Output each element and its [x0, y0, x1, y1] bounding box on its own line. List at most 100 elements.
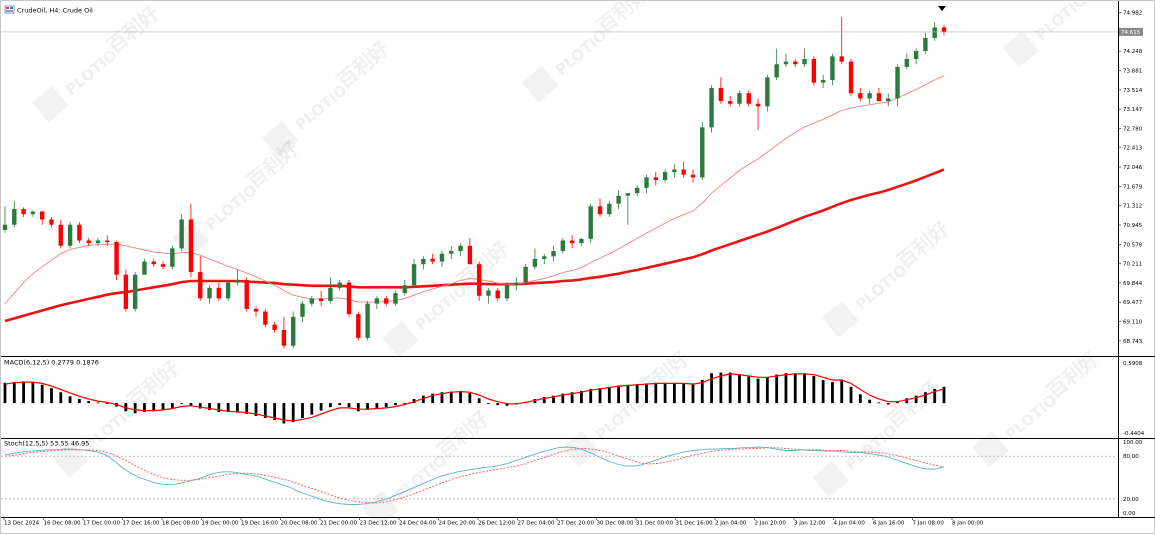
macd-bar — [626, 384, 630, 404]
macd-bar — [180, 403, 184, 404]
candle — [718, 77, 724, 104]
stochastic-pane[interactable]: Stoch(12,5,5) 53.55 46.95 — [1, 439, 1118, 517]
macd-bar — [570, 392, 574, 404]
time-tick-label: 23 Dec 12:00 — [360, 521, 397, 527]
candle-body — [374, 298, 380, 304]
candle — [207, 285, 212, 304]
time-tick-label: 2 Jan 20:00 — [755, 521, 787, 527]
svg-text:PLOTIO: PLOTIO — [552, 26, 611, 79]
candle-body — [476, 264, 482, 296]
macd-bar — [663, 382, 667, 404]
svg-text:百利好: 百利好 — [892, 216, 953, 273]
stochastic-label: Stoch(12,5,5) 53.55 46.95 — [4, 440, 89, 448]
candle — [402, 279, 407, 296]
candle — [681, 161, 686, 178]
candle — [895, 64, 900, 107]
candle — [346, 279, 352, 317]
candle — [95, 237, 101, 246]
candle — [77, 222, 82, 244]
candle-body — [21, 208, 26, 215]
macd-bar — [914, 395, 918, 404]
candle — [281, 316, 287, 349]
macd-bar — [905, 398, 909, 404]
candle-body — [467, 245, 473, 265]
macd-bar — [738, 374, 741, 404]
candle — [551, 245, 556, 262]
candle-body — [160, 264, 166, 267]
macd-bar — [226, 403, 230, 412]
price-tick-label: 68.743 — [1123, 339, 1143, 345]
candle — [746, 90, 751, 107]
macd-bar — [77, 399, 81, 404]
macd-bar — [747, 376, 751, 404]
candle — [793, 58, 798, 67]
macd-bar — [858, 394, 862, 404]
candle — [235, 269, 240, 286]
candle — [858, 87, 863, 102]
candle — [774, 48, 779, 81]
macd-bar — [617, 385, 621, 404]
candle-body — [504, 285, 510, 299]
stochastic-signal-line — [4, 447, 945, 504]
candle — [653, 172, 658, 186]
scroll-end-marker[interactable] — [938, 6, 946, 11]
title-bar: CrudeOil, H4: Crude Oil — [4, 5, 93, 15]
macd-bar — [775, 374, 779, 404]
candle-body — [542, 256, 547, 259]
time-axis[interactable]: 13 Dec 2024 16 Dec 08:00 17 Dec 00:00 17 De… — [3, 517, 984, 527]
candle-body — [244, 279, 249, 309]
candle-body — [272, 324, 277, 330]
candle-body — [560, 240, 566, 252]
price-axis[interactable]: 74.982 74.615 74.248 73.881 73.514 73.147 72.7… — [1118, 11, 1143, 345]
candle — [672, 164, 677, 178]
candle-body — [105, 240, 110, 243]
macd-bar — [933, 388, 937, 404]
macd-bar — [12, 382, 16, 404]
candle — [356, 311, 361, 341]
candle-body — [337, 282, 342, 288]
price-tick-label: 74.248 — [1123, 49, 1143, 55]
macd-bar — [468, 392, 472, 404]
candle-body — [328, 287, 333, 302]
stochastic-main-line — [4, 446, 945, 505]
macd-bar — [431, 393, 435, 404]
candle-body — [318, 298, 324, 302]
candle — [39, 210, 45, 225]
candle — [923, 32, 928, 54]
price-tick-label: 71.312 — [1123, 204, 1142, 210]
svg-text:PLOTIO: PLOTIO — [412, 281, 471, 334]
macd-bar — [356, 403, 360, 412]
candle-body — [858, 93, 863, 99]
time-tick-label: 3 Jan 12:00 — [794, 521, 826, 527]
macd-pane[interactable]: MACD(6,12,5) 0.2779 0.1876 — [1, 358, 1118, 437]
macd-bar — [301, 403, 304, 419]
stochastic-axis: 100.00 80.00 20.00 0.00 — [1123, 440, 1143, 517]
candle-body — [848, 61, 854, 94]
macd-bar — [821, 380, 825, 404]
price-pane[interactable]: CrudeOil, H4: Crude Oil — [1, 1, 1118, 356]
ma-slow-line — [4, 168, 945, 323]
candle-body — [923, 37, 928, 52]
candle — [393, 290, 398, 307]
candle — [486, 287, 491, 304]
candle-body — [216, 287, 222, 299]
macd-bar — [896, 401, 899, 404]
candle — [523, 264, 528, 286]
macd-bar — [31, 382, 35, 404]
candle-body — [727, 101, 733, 104]
candle-body — [170, 248, 175, 267]
time-tick-label: 31 Dec 00:00 — [636, 521, 673, 527]
svg-text:PLOTIO: PLOTIO — [292, 81, 351, 134]
candle — [67, 222, 73, 249]
time-tick-label: 27 Dec 20:00 — [557, 521, 594, 527]
time-tick-label: 17 Dec 16:00 — [123, 521, 160, 527]
candle-body — [77, 224, 82, 241]
time-tick-label: 24 Dec 04:00 — [399, 521, 436, 527]
candle-body — [411, 264, 417, 286]
candle — [365, 301, 370, 341]
candle-body — [132, 274, 138, 309]
